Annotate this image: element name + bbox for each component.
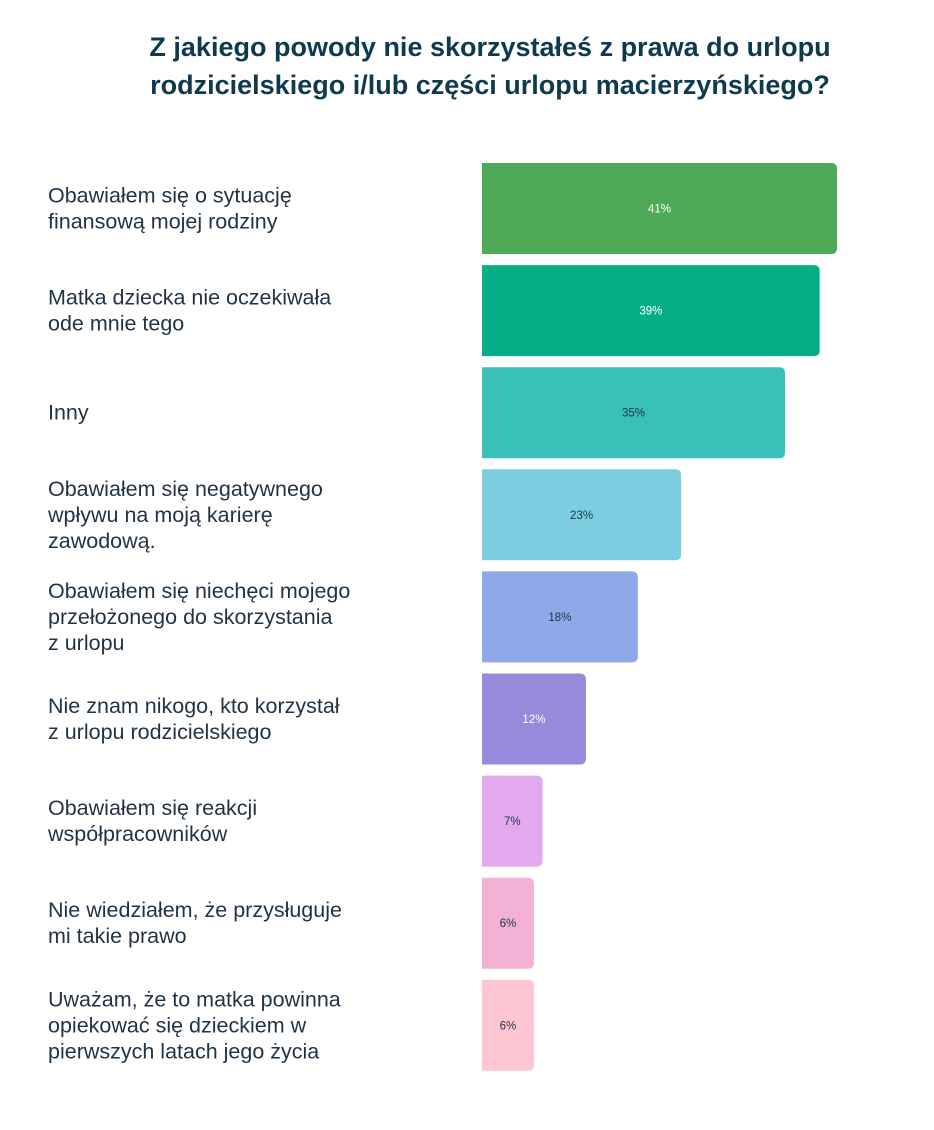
- category-label-2-line-2: ode mnie tego: [48, 312, 184, 336]
- category-label-1: Obawiałem się o sytuację finansową mojej …: [48, 184, 292, 234]
- category-label-1-line-1: Obawiałem się o sytuację: [48, 184, 292, 208]
- data-label-2: 39%: [639, 306, 662, 318]
- category-label-3: Inny: [48, 401, 89, 425]
- category-label-7-line-2: współpracowników: [47, 822, 228, 846]
- bar-5: [482, 571, 638, 663]
- category-label-5-line-1: Obawiałem się niechęci mojego: [48, 579, 350, 603]
- data-labels-group: 41% 39% 35% 23% 18% 12% 7% 6% 6%: [500, 204, 671, 1033]
- category-labels-group: Obawiałem się o sytuację finansową mojej …: [47, 184, 350, 1064]
- data-label-7: 7%: [504, 816, 521, 828]
- bar-4: [482, 469, 682, 561]
- category-label-5: Obawiałem się niechęci mojego przełożoneg…: [48, 579, 350, 655]
- data-label-4: 23%: [570, 510, 593, 522]
- bars-group: [482, 163, 837, 1071]
- category-label-5-line-2: przełożonego do skorzystania: [48, 605, 332, 629]
- bar-7: [482, 775, 543, 867]
- category-label-6-line-1: Nie znam nikogo, kto korzystał: [48, 694, 340, 718]
- bar-3: [482, 367, 786, 459]
- category-label-8-line-1: Nie wiedziałem, że przysługuje: [48, 898, 342, 922]
- category-label-8: Nie wiedziałem, że przysługuje mi takie p…: [48, 898, 342, 948]
- category-label-9-line-3: pierwszych latach jego życia: [48, 1039, 319, 1063]
- category-label-1-line-2: finansową mojej rodziny: [48, 210, 278, 234]
- category-label-9-line-1: Uważam, że to matka powinna: [48, 987, 341, 1011]
- category-label-6: Nie znam nikogo, kto korzystał z urlopu r…: [48, 694, 340, 744]
- bar-6: [482, 673, 586, 765]
- category-label-2-line-1: Matka dziecka nie oczekiwała: [48, 286, 331, 310]
- category-label-4-line-2: wpływu na moją karierę: [47, 503, 273, 527]
- category-label-3-line-1: Inny: [48, 401, 89, 425]
- data-label-5: 18%: [548, 612, 571, 624]
- data-label-9: 6%: [500, 1020, 517, 1032]
- bar-2: [482, 265, 820, 357]
- bar-8: [482, 877, 534, 969]
- chart-title: Z jakiego powody nie skorzystałeś z praw…: [60, 28, 920, 104]
- bar-1: [482, 163, 837, 254]
- bar-9: [482, 979, 534, 1071]
- category-label-8-line-2: mi takie prawo: [48, 924, 187, 948]
- chart-title-line-1: Z jakiego powody nie skorzystałeś z praw…: [149, 32, 831, 62]
- data-label-6: 12%: [522, 714, 545, 726]
- category-label-9: Uważam, że to matka powinna opiekować się…: [48, 987, 341, 1063]
- data-label-8: 6%: [500, 918, 517, 930]
- data-label-3: 35%: [622, 408, 645, 420]
- category-label-5-line-3: z urlopu: [48, 631, 125, 655]
- category-label-2: Matka dziecka nie oczekiwała ode mnie teg…: [48, 286, 331, 336]
- category-label-6-line-2: z urlopu rodzicielskiego: [48, 720, 272, 744]
- category-label-4-line-3: zawodową.: [48, 529, 156, 553]
- category-label-7-line-1: Obawiałem się reakcji: [48, 796, 257, 820]
- category-label-7: Obawiałem się reakcji współpracowników: [47, 796, 257, 846]
- category-label-4-line-1: Obawiałem się negatywnego: [48, 477, 323, 501]
- category-label-4: Obawiałem się negatywnego wpływu na moją …: [47, 477, 323, 553]
- category-label-9-line-2: opiekować się dzieckiem w: [48, 1013, 307, 1037]
- data-label-1: 41%: [648, 204, 671, 216]
- chart-title-line-2: rodzicielskiego i/lub części urlopu maci…: [150, 70, 830, 100]
